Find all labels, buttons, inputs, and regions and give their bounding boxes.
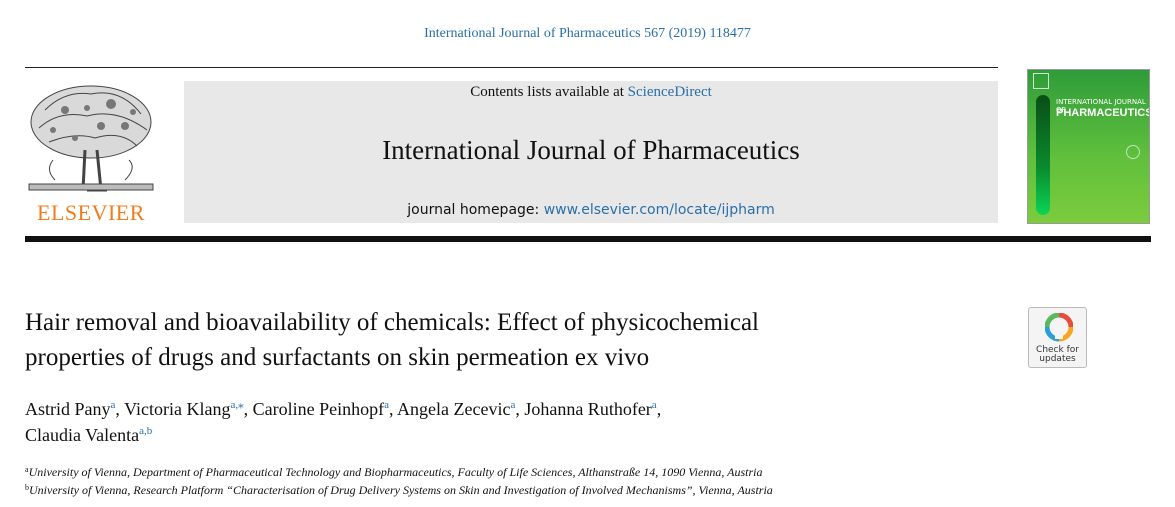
journal-citation-link[interactable]: International Journal of Pharmaceutics 5… xyxy=(424,26,751,41)
badge-line1: Check for xyxy=(1036,345,1079,355)
running-head: International Journal of Pharmaceutics 5… xyxy=(0,26,1175,42)
check-for-updates-button[interactable]: Check for updates xyxy=(1028,307,1087,368)
affiliation: aUniversity of Vienna, Department of Pha… xyxy=(25,465,763,479)
contents-prefix: Contents lists available at xyxy=(470,84,628,100)
article-title: Hair removal and bioavailability of chem… xyxy=(25,305,1005,375)
cover-logo-icon xyxy=(1033,73,1049,89)
affiliations: aUniversity of Vienna, Department of Pha… xyxy=(25,463,1125,499)
author[interactable]: Angela Zecevica xyxy=(397,399,516,419)
test-tube-icon xyxy=(1036,95,1050,215)
author[interactable]: Caroline Peinhopfa xyxy=(252,399,389,419)
article-title-line1: Hair removal and bioavailability of chem… xyxy=(25,309,759,336)
journal-title[interactable]: International Journal of Pharmaceutics xyxy=(382,135,800,165)
badge-label: Check for updates xyxy=(1029,346,1086,364)
sciencedirect-link[interactable]: ScienceDirect xyxy=(627,84,712,100)
author-list: Astrid Panya, Victoria Klanga,⁎, Carolin… xyxy=(25,399,662,445)
header-divider xyxy=(25,236,1151,242)
badge-line2: updates xyxy=(1039,354,1076,364)
cover-emblem-icon xyxy=(1126,145,1140,159)
cover-title-line1: INTERNATIONAL JOURNAL OF xyxy=(1056,98,1146,114)
article-title-line2: properties of drugs and surfactants on s… xyxy=(25,344,650,371)
cover-title-line2: PHARMACEUTICS xyxy=(1056,107,1150,119)
journal-homepage-link[interactable]: www.elsevier.com/locate/ijpharm xyxy=(543,202,775,218)
top-divider xyxy=(25,67,998,68)
author[interactable]: Johanna Ruthofera xyxy=(524,399,657,419)
homepage-line: journal homepage: www.elsevier.com/locat… xyxy=(184,202,998,218)
publisher-logo[interactable]: ELSEVIER xyxy=(25,80,157,225)
check-for-updates-icon xyxy=(1045,313,1073,342)
author[interactable]: Victoria Klanga,⁎ xyxy=(124,399,244,419)
homepage-prefix: journal homepage: xyxy=(407,202,544,218)
author[interactable]: Astrid Panya xyxy=(25,399,116,419)
publisher-name: ELSEVIER xyxy=(37,200,145,225)
affiliation: bUniversity of Vienna, Research Platform… xyxy=(25,483,773,497)
contents-line: Contents lists available at ScienceDirec… xyxy=(184,84,998,101)
journal-banner: Contents lists available at ScienceDirec… xyxy=(184,81,998,223)
journal-cover[interactable]: INTERNATIONAL JOURNAL OF PHARMACEUTICS xyxy=(1027,69,1150,224)
author[interactable]: Claudia Valentaa,b xyxy=(25,425,153,445)
elsevier-tree-icon xyxy=(28,85,154,192)
